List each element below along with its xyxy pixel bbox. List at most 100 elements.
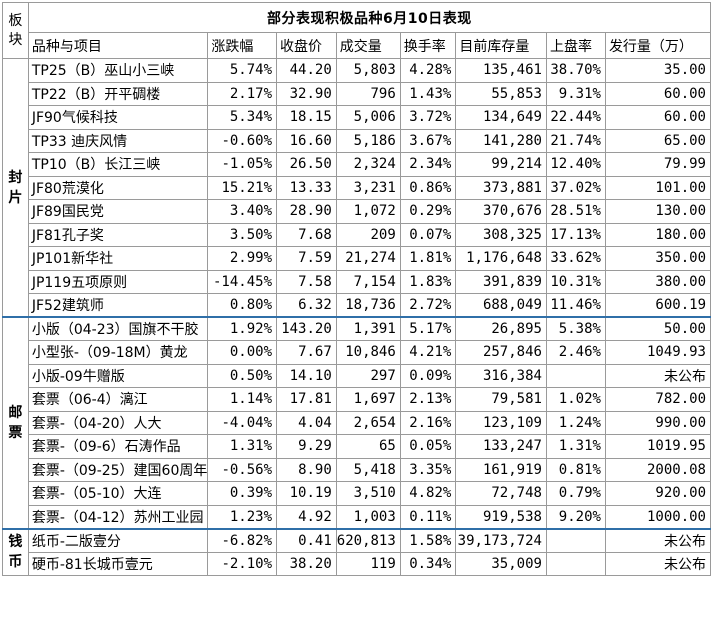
volume: 1,391 [335, 316, 401, 341]
change-percent: 0.50% [207, 363, 278, 388]
change-percent: 1.92% [207, 316, 278, 341]
change-percent: -2.10% [207, 551, 278, 576]
issue-volume: 未公布 [604, 363, 711, 388]
issue-volume: 1019.95 [604, 434, 711, 459]
close-price: 0.41 [276, 527, 337, 553]
issue-volume: 600.19 [604, 293, 711, 318]
turnover-rate: 5.17% [399, 316, 457, 341]
turnover-rate: 0.29% [399, 199, 457, 224]
turnover-rate: 0.34% [399, 551, 457, 576]
item-name: JF80荒漠化 [27, 175, 209, 200]
listing-rate: 10.31% [545, 269, 606, 294]
item-name: 硬币-81长城币壹元 [27, 551, 209, 576]
table-row: 硬币-81长城币壹元 -2.10% 38.20 119 0.34% 35,009 未公布 [3, 551, 711, 576]
issue-volume: 1000.00 [604, 504, 711, 529]
change-percent: 5.74% [207, 58, 278, 83]
category-label: 邮票 [2, 316, 29, 529]
table-row: 套票-（09-6）石涛作品 1.31% 9.29 65 0.05% 133,247 1.31… [3, 434, 711, 459]
column-header: 收盘价 [276, 32, 337, 59]
table-row: TP10（B）长江三峡 -1.05% 26.50 2,324 2.34% 99,214 12… [3, 152, 711, 177]
table-row: JF89国民党 3.40% 28.90 1,072 0.29% 370,676 28.51%… [3, 199, 711, 224]
listing-rate: 12.40% [545, 152, 606, 177]
item-name: 小版-09牛赠版 [27, 363, 209, 388]
issue-volume: 380.00 [604, 269, 711, 294]
item-name: 小型张-（09-18M）黄龙 [27, 340, 209, 365]
close-price: 18.15 [276, 105, 337, 130]
turnover-rate: 2.34% [399, 152, 457, 177]
change-percent: -14.45% [207, 269, 278, 294]
turnover-rate: 3.67% [399, 128, 457, 153]
volume: 65 [335, 434, 401, 459]
close-price: 26.50 [276, 152, 337, 177]
volume: 21,274 [335, 246, 401, 271]
turnover-rate: 0.09% [399, 363, 457, 388]
issue-volume: 101.00 [604, 175, 711, 200]
volume: 297 [335, 363, 401, 388]
listing-rate: 37.02% [545, 175, 606, 200]
issue-volume: 60.00 [604, 105, 711, 130]
turnover-rate: 4.21% [399, 340, 457, 365]
listing-rate: 0.79% [545, 481, 606, 506]
title-row: 板块部分表现积极品种6月10日表现 [2, 2, 711, 59]
table-row: 封片 TP25（B）巫山小三峡 5.74% 44.20 5,803 4.28% 135,46… [2, 58, 711, 318]
item-name: 套票-（09-6）石涛作品 [27, 434, 209, 459]
listing-rate: 9.20% [545, 504, 606, 529]
issue-volume: 65.00 [604, 128, 711, 153]
item-name: TP22（B）开平碉楼 [27, 81, 209, 106]
change-percent: 1.14% [207, 387, 278, 412]
change-percent: -0.56% [207, 457, 278, 482]
issue-volume: 1049.93 [604, 340, 711, 365]
turnover-rate: 2.72% [399, 293, 457, 318]
item-name: JP119五项原则 [27, 269, 209, 294]
volume: 1,072 [335, 199, 401, 224]
issue-volume: 未公布 [604, 527, 711, 553]
inventory: 123,109 [455, 410, 547, 435]
volume: 5,418 [335, 457, 401, 482]
item-name: JF90气候科技 [27, 105, 209, 130]
issue-volume: 79.99 [604, 152, 711, 177]
volume: 5,803 [335, 58, 401, 83]
inventory: 391,839 [455, 269, 547, 294]
turnover-rate: 4.82% [399, 481, 457, 506]
close-price: 14.10 [276, 363, 337, 388]
listing-rate: 11.46% [545, 293, 606, 318]
close-price: 17.81 [276, 387, 337, 412]
inventory: 1,176,648 [455, 246, 547, 271]
table-row: JP119五项原则 -14.45% 7.58 7,154 1.83% 391,839 10.… [3, 269, 711, 294]
issue-volume: 920.00 [604, 481, 711, 506]
close-price: 4.04 [276, 410, 337, 435]
item-name: 小版（04-23）国旗不干胶 [27, 316, 209, 341]
volume: 10,846 [335, 340, 401, 365]
issue-volume: 2000.08 [604, 457, 711, 482]
item-name: 套票-（09-25）建国60周年 [27, 457, 209, 482]
item-name: TP10（B）长江三峡 [27, 152, 209, 177]
table-row: 套票-（09-25）建国60周年 -0.56% 8.90 5,418 3.35% 161,… [3, 457, 711, 482]
listing-rate: 21.74% [545, 128, 606, 153]
inventory: 688,049 [455, 293, 547, 318]
close-price: 6.32 [276, 293, 337, 318]
table-row: JF52建筑师 0.80% 6.32 18,736 2.72% 688,049 11.46%… [3, 293, 711, 318]
category-label: 封片 [2, 58, 29, 318]
volume: 620,813 [335, 527, 401, 553]
inventory: 161,919 [455, 457, 547, 482]
change-percent: 5.34% [207, 105, 278, 130]
table-row: TP33 迪庆风情 -0.60% 16.60 5,186 3.67% 141,280 21.… [3, 128, 711, 153]
close-price: 28.90 [276, 199, 337, 224]
volume: 2,654 [335, 410, 401, 435]
volume: 3,510 [335, 481, 401, 506]
table-row: JP101新华社 2.99% 7.59 21,274 1.81% 1,176,648 33.… [3, 246, 711, 271]
listing-rate: 28.51% [545, 199, 606, 224]
listing-rate [545, 363, 606, 388]
inventory: 79,581 [455, 387, 547, 412]
inventory: 55,853 [455, 81, 547, 106]
volume: 1,697 [335, 387, 401, 412]
inventory: 99,214 [455, 152, 547, 177]
turnover-rate: 2.16% [399, 410, 457, 435]
change-percent: -0.60% [207, 128, 278, 153]
change-percent: 1.31% [207, 434, 278, 459]
table-row: TP22（B）开平碉楼 2.17% 32.90 796 1.43% 55,853 9.31%… [3, 81, 711, 106]
issue-volume: 60.00 [604, 81, 711, 106]
close-price: 9.29 [276, 434, 337, 459]
column-header: 涨跌幅 [207, 32, 278, 59]
item-name: 套票-（04-12）苏州工业园 [27, 504, 209, 529]
